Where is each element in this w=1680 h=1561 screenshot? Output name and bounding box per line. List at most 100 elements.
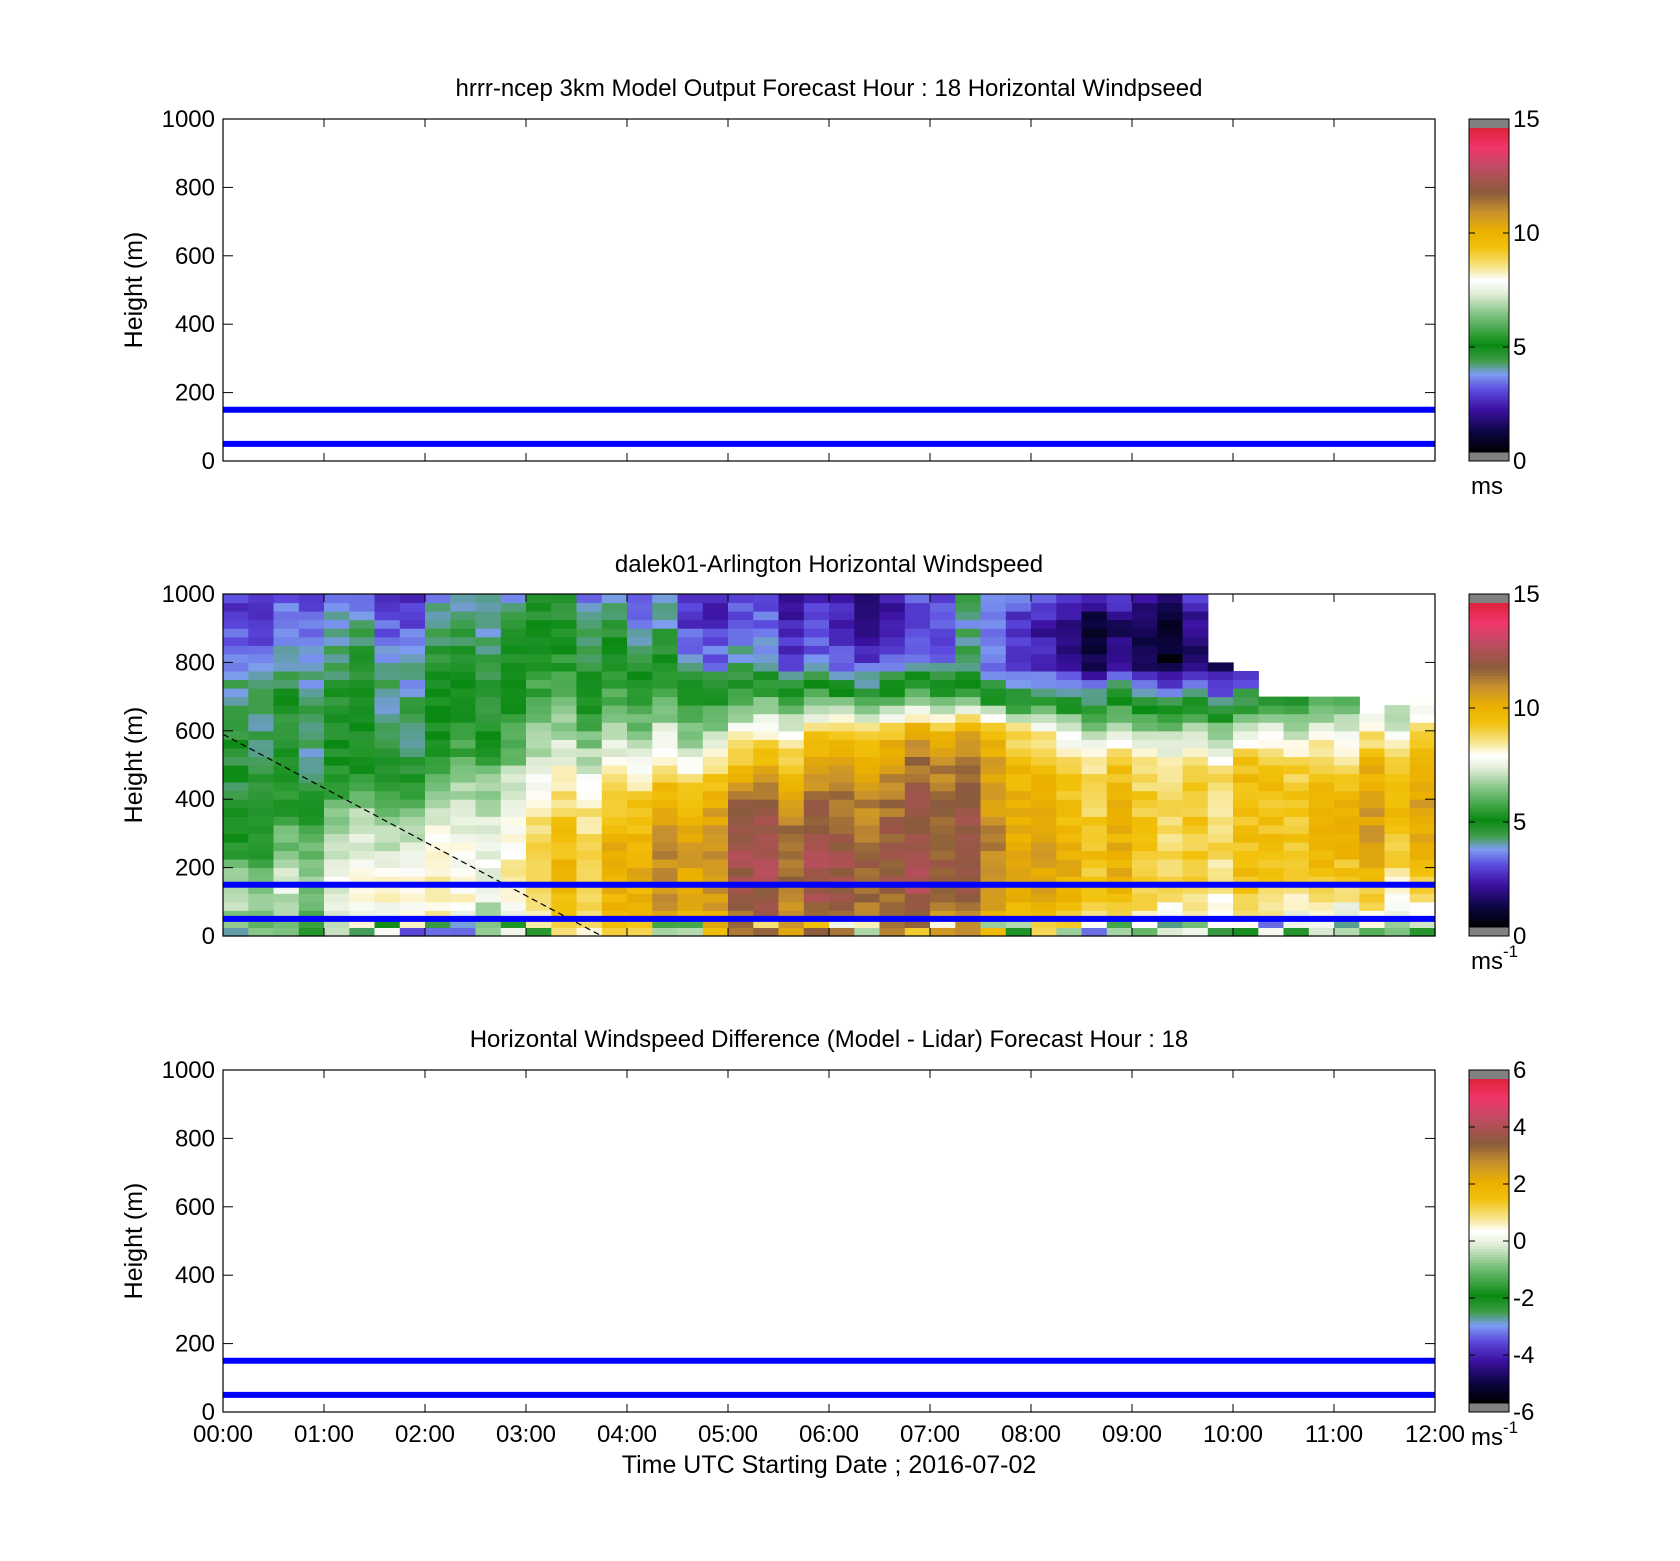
- colorbar-segment: [1469, 155, 1509, 159]
- heatmap-cell: [930, 619, 956, 629]
- heatmap-cell: [349, 833, 376, 843]
- heatmap-cell: [1157, 859, 1184, 869]
- colorbar-segment: [1469, 638, 1509, 642]
- heatmap-cell: [500, 636, 527, 646]
- heatmap-cell: [324, 713, 350, 723]
- heatmap-cell: [551, 756, 578, 766]
- heatmap-cell: [1056, 653, 1083, 663]
- heatmap-cell: [576, 842, 603, 852]
- heatmap-cell: [879, 594, 906, 604]
- heatmap-cell: [1384, 713, 1411, 723]
- heatmap-cell: [652, 662, 679, 672]
- y-tick-label: 200: [175, 855, 215, 882]
- heatmap-cell: [1106, 730, 1133, 740]
- colorbar-segment: [1469, 792, 1509, 796]
- heatmap-cell: [1056, 782, 1083, 792]
- heatmap-cell: [854, 807, 881, 817]
- heatmap-cell: [677, 602, 704, 612]
- heatmap-cell: [803, 867, 830, 877]
- heatmap-cell: [324, 790, 350, 800]
- heatmap-cell: [1005, 696, 1032, 706]
- heatmap-cell: [930, 824, 956, 834]
- heatmap-cell: [1132, 619, 1158, 629]
- heatmap-cell: [1106, 927, 1133, 937]
- heatmap-cell: [1359, 765, 1386, 775]
- heatmap-cell: [1359, 756, 1386, 766]
- heatmap-cell: [1157, 867, 1184, 877]
- heatmap-cell: [854, 756, 881, 766]
- heatmap-cell: [854, 679, 881, 689]
- heatmap-cell: [930, 816, 956, 826]
- colorbar-segment: [1469, 252, 1509, 256]
- heatmap-cell: [450, 636, 477, 646]
- heatmap-cell: [627, 756, 653, 766]
- heatmap-cell: [753, 628, 780, 638]
- heatmap-cell: [1359, 739, 1386, 749]
- colorbar-segment: [1469, 684, 1509, 688]
- heatmap-cell: [298, 842, 325, 852]
- heatmap-cell: [829, 611, 855, 621]
- colorbar-segment: [1469, 1187, 1509, 1191]
- heatmap-cell: [778, 859, 805, 869]
- heatmap-cell: [1283, 713, 1310, 723]
- heatmap-cell: [1233, 918, 1259, 928]
- heatmap-cell: [829, 636, 855, 646]
- heatmap-cell: [652, 901, 679, 911]
- heatmap-cell: [955, 867, 982, 877]
- colorbar-segment: [1469, 365, 1509, 369]
- heatmap-cell: [1031, 782, 1057, 792]
- colorbar-segment: [1469, 1370, 1509, 1374]
- heatmap-cell: [702, 713, 729, 723]
- heatmap-cell: [854, 653, 881, 663]
- colorbar-segment: [1469, 287, 1509, 291]
- heatmap-cell: [1005, 662, 1032, 672]
- heatmap-cell: [829, 910, 855, 920]
- x-tick-label: 01:00: [294, 1421, 354, 1448]
- heatmap-cell: [576, 850, 603, 860]
- heatmap-cell: [955, 790, 982, 800]
- colorbar-segment: [1469, 1276, 1509, 1280]
- colorbar-segment: [1469, 168, 1509, 172]
- heatmap-cell: [1132, 602, 1158, 612]
- colorbar-segment: [1469, 1249, 1509, 1253]
- heatmap-cell: [854, 705, 881, 715]
- heatmap-cell: [1157, 799, 1184, 809]
- heatmap-cell: [450, 705, 477, 715]
- heatmap-cell: [223, 730, 249, 740]
- heatmap-cell: [425, 739, 451, 749]
- heatmap-cell: [702, 867, 729, 877]
- heatmap-cell: [1258, 833, 1285, 843]
- heatmap-cell: [1359, 918, 1386, 928]
- heatmap-cell: [803, 842, 830, 852]
- colorbar-segment: [1469, 1149, 1509, 1153]
- heatmap-cell: [1056, 799, 1083, 809]
- heatmap-cell: [425, 756, 451, 766]
- heatmap-cell: [551, 619, 578, 629]
- heatmap-cell: [627, 842, 653, 852]
- colorbar-segment: [1469, 1084, 1509, 1088]
- colorbar-frame: [1468, 593, 1510, 937]
- heatmap-cell: [955, 859, 982, 869]
- heatmap-cell: [1157, 653, 1184, 663]
- heatmap-cell: [1132, 679, 1158, 689]
- heatmap-cell: [1157, 765, 1184, 775]
- y-tick-label: 800: [175, 174, 215, 201]
- colorbar-segment: [1469, 1286, 1509, 1291]
- colorbar-unit-base: ms: [1471, 948, 1503, 975]
- heatmap-cell: [652, 910, 679, 920]
- heatmap-cell: [955, 705, 982, 715]
- colorbar-segment: [1469, 311, 1509, 315]
- heatmap-cell: [1132, 910, 1158, 920]
- heatmap-cell: [753, 799, 780, 809]
- heatmap-cell: [298, 662, 325, 672]
- colorbar-segment: [1469, 327, 1509, 331]
- heatmap-cell: [223, 901, 249, 911]
- colorbar-segment: [1469, 1381, 1509, 1385]
- heatmap-cell: [1308, 927, 1335, 937]
- colorbar-segment: [1469, 1195, 1509, 1199]
- heatmap-cell: [1005, 645, 1032, 655]
- colorbar-segment: [1469, 414, 1509, 418]
- heatmap-cell: [1409, 867, 1436, 877]
- heatmap-cell: [223, 842, 249, 852]
